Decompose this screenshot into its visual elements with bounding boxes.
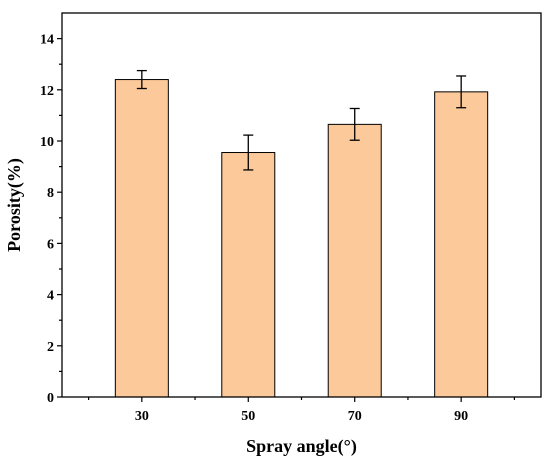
bar-50 [221,152,276,398]
error-bar-50 [243,134,254,171]
y-tick-label: 10 [40,135,54,150]
bars-layer [114,79,489,398]
x-axis-title: Spray angle(°) [246,436,357,457]
y-tick-label: 2 [47,340,54,355]
x-tick-label: 50 [241,409,255,424]
error-bar-30 [136,69,147,90]
bar-70 [327,123,382,398]
x-tick-label: 70 [348,409,362,424]
x-tick-label: 30 [135,409,149,424]
y-tick-label: 4 [47,289,54,304]
y-tick-label: 0 [47,391,54,406]
error-bars-layer [136,69,467,171]
y-tick-label: 8 [47,186,54,201]
bar-30 [114,79,169,398]
y-axis-ticks: 0 2 4 6 8 10 12 14 [40,33,62,406]
x-axis-ticks: 30 50 70 90 [88,397,515,424]
y-tick-label: 14 [40,33,54,48]
x-tick-label: 90 [454,409,468,424]
error-bar-70 [349,107,360,141]
error-bar-90 [456,75,467,109]
y-axis-title: Porosity(%) [4,158,25,252]
y-tick-label: 12 [40,84,54,99]
y-tick-label: 6 [47,237,54,252]
bar-90 [434,91,489,398]
